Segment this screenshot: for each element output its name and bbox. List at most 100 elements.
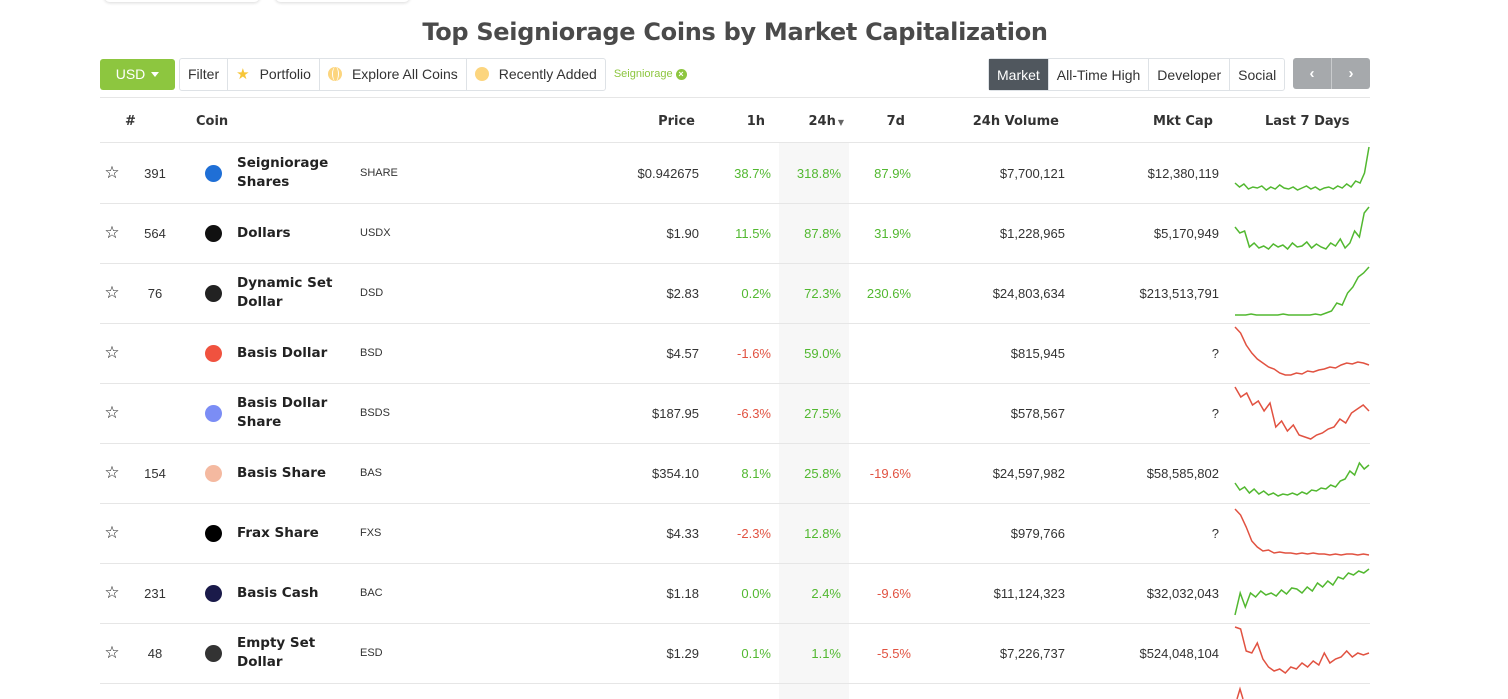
sparkline-path xyxy=(1234,386,1370,440)
favorite-star-icon[interactable]: ☆ xyxy=(104,223,120,242)
tab-social[interactable]: Social xyxy=(1238,66,1277,83)
category-tag[interactable]: Seigniorage × xyxy=(614,68,687,80)
coin-symbol: USDX xyxy=(360,227,391,239)
header-volume[interactable]: 24h Volume xyxy=(972,114,1059,129)
market-cap: $524,048,104 xyxy=(1139,645,1219,661)
table-row[interactable]: ☆ 564 Dollars USDX $1.90 11.5% 87.8% 31.9% $1,22… xyxy=(100,203,1370,264)
favorite-star-icon[interactable]: ☆ xyxy=(104,163,120,182)
sparkline-chart xyxy=(1234,146,1370,191)
favorite-star-icon[interactable]: ☆ xyxy=(104,283,120,302)
price: $1.29 xyxy=(666,645,699,661)
market-cap: ? xyxy=(1211,405,1219,421)
change-1h: 38.7% xyxy=(734,165,771,181)
table-row[interactable]: ☆ 391 Seigniorage Shares SHARE $0.942675 38.7… xyxy=(100,143,1370,204)
favorite-star-icon[interactable]: ☆ xyxy=(104,643,120,662)
price: $2.83 xyxy=(666,285,699,301)
header-24h-label: 24h xyxy=(808,114,836,129)
coin-name-link[interactable]: Empty Set Dollar xyxy=(237,635,316,670)
header-24h[interactable]: 24h ▼ xyxy=(770,114,844,129)
change-24h: 2.4% xyxy=(811,585,841,601)
sparkline-path xyxy=(1234,508,1370,556)
globe-icon xyxy=(327,67,342,81)
tab-developer[interactable]: Developer xyxy=(1149,59,1231,90)
change-7d xyxy=(850,383,911,443)
change-24h: 1.1% xyxy=(811,645,841,661)
table-top-divider xyxy=(100,97,1370,98)
table-row[interactable]: ☆ 76 Dynamic Set Dollar DSD $2.83 0.2% 72.3% 23… xyxy=(100,263,1370,324)
explore-button[interactable]: Explore All Coins xyxy=(320,58,467,90)
coin-logo-icon xyxy=(203,563,223,623)
favorite-star-icon[interactable]: ☆ xyxy=(104,463,120,482)
coin-name-link[interactable]: Frax Share xyxy=(237,524,319,541)
sparkline-chart xyxy=(1234,386,1370,440)
recently-added-button[interactable]: Recently Added xyxy=(467,59,605,90)
change-24h: 27.5% xyxy=(804,405,841,421)
next-page-button[interactable]: › xyxy=(1332,58,1370,89)
currency-dropdown[interactable]: USD xyxy=(100,58,175,90)
coin-name-link[interactable]: Basis Dollar Share xyxy=(237,395,328,430)
favorite-star-icon[interactable]: ☆ xyxy=(104,403,120,422)
filter-button[interactable]: Filter xyxy=(180,58,229,90)
coin-name-link[interactable]: Basis Cash xyxy=(237,584,319,601)
header-coin[interactable]: Coin xyxy=(196,114,229,129)
change-1h: -6.3% xyxy=(737,405,771,421)
sparkline-path xyxy=(1235,266,1370,316)
market-cap: $32,032,043 xyxy=(1146,585,1219,601)
coin-name-link[interactable]: Basis Share xyxy=(237,464,327,481)
change-7d: -5.5% xyxy=(877,645,911,661)
price: $0.942675 xyxy=(637,165,699,181)
table-row[interactable]: ☆ 231 Basis Cash BAC $1.18 0.0% 2.4% -9.6% $11,1… xyxy=(100,563,1370,624)
tab-market[interactable]: Market xyxy=(989,59,1049,90)
header-rank[interactable]: # xyxy=(125,114,136,129)
sparkline-path xyxy=(1234,461,1370,497)
coin-name-link[interactable]: Basis Dollar xyxy=(237,344,328,361)
volume-24h: $7,700,121 xyxy=(999,165,1065,181)
change-7d xyxy=(850,323,911,383)
change-24h: 87.8% xyxy=(804,225,841,241)
currency-label: USD xyxy=(115,66,146,82)
new-icon xyxy=(474,67,489,81)
top-tab-left xyxy=(104,0,260,2)
market-cap: $213,513,791 xyxy=(1139,285,1219,301)
portfolio-button[interactable]: ★ Portfolio xyxy=(228,58,320,90)
portfolio-label: Portfolio xyxy=(259,66,311,82)
tab-all-time-high[interactable]: All-Time High xyxy=(1049,59,1150,90)
table-row[interactable]: ☆ 48 Empty Set Dollar ESD $1.29 0.1% 1.1% -5.5%… xyxy=(100,623,1370,684)
coin-name-link[interactable]: Seigniorage Shares xyxy=(237,155,329,190)
recently-added-label: Recently Added xyxy=(498,66,597,82)
volume-24h: $578,567 xyxy=(1010,405,1065,421)
change-7d: 230.6% xyxy=(866,285,911,301)
favorite-star-icon[interactable]: ☆ xyxy=(104,523,120,542)
sparkline-path xyxy=(1234,146,1370,191)
coin-logo-icon xyxy=(203,623,223,683)
prev-page-button[interactable]: ‹ xyxy=(1293,58,1332,89)
sparkline-path xyxy=(1234,568,1370,616)
table-row[interactable]: ☆ Basis Dollar Share BSDS $187.95 -6.3% 27.5%… xyxy=(100,383,1370,444)
view-tabs: Market All-Time High Developer Social xyxy=(988,58,1286,91)
favorite-star-icon[interactable]: ☆ xyxy=(104,343,120,362)
table-row[interactable]: ☆ Frax Share FXS $4.33 -2.3% 12.8% $979,766? xyxy=(100,503,1370,564)
sparkline-partial xyxy=(1236,686,1244,699)
change-1h: 11.5% xyxy=(735,225,771,241)
filter-group: Filter ★ Portfolio Explore All Coins Rece… xyxy=(179,57,606,91)
table-row[interactable]: ☆ 154 Basis Share BAS $354.10 8.1% 25.8% -19.6%… xyxy=(100,443,1370,504)
favorite-star-icon[interactable]: ☆ xyxy=(104,583,120,602)
remove-tag-icon[interactable]: × xyxy=(675,68,687,80)
sparkline-chart xyxy=(1234,568,1370,616)
rank: 154 xyxy=(144,465,166,481)
rank xyxy=(133,323,177,383)
rank xyxy=(133,383,177,443)
table-row[interactable]: ☆ Basis Dollar BSD $4.57 -1.6% 59.0% $815,945? xyxy=(100,323,1370,384)
change-1h: 0.2% xyxy=(741,285,771,301)
header-mktcap[interactable]: Mkt Cap xyxy=(1153,114,1213,129)
coin-name-link[interactable]: Dynamic Set Dollar xyxy=(237,275,333,310)
header-1h[interactable]: 1h xyxy=(746,114,765,129)
page-title: Top Seigniorage Coins by Market Capitali… xyxy=(422,18,1048,46)
price: $4.33 xyxy=(666,525,699,541)
coin-symbol: BAC xyxy=(360,587,383,599)
header-price[interactable]: Price xyxy=(658,114,695,129)
header-7d[interactable]: 7d xyxy=(886,114,905,129)
sparkline-chart xyxy=(1235,266,1370,316)
coin-name-link[interactable]: Dollars xyxy=(237,224,291,241)
sparkline-chart xyxy=(1234,508,1370,556)
